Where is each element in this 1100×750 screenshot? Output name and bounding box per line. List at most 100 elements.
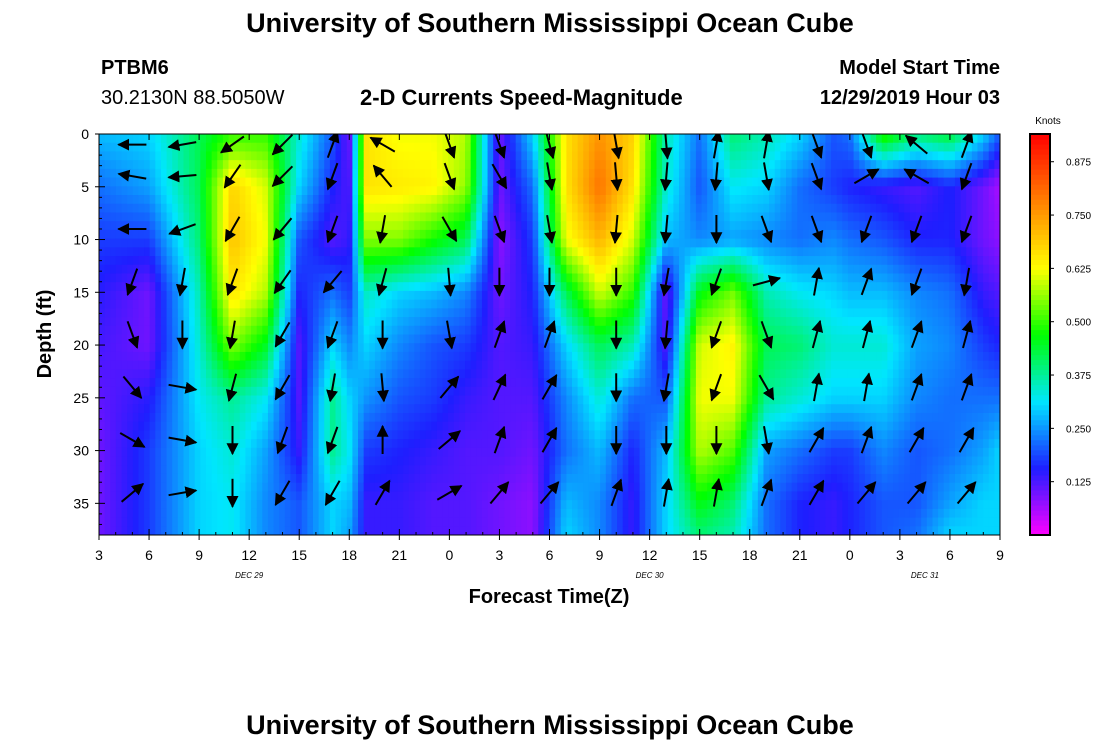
heatmap-cell [183,203,190,214]
heatmap-cell [149,212,156,222]
heatmap-cell [583,229,590,240]
heatmap-cell [588,256,596,266]
heatmap-cell [526,221,534,231]
heatmap-cell [403,256,410,266]
heatmap-cell [673,395,680,405]
heatmap-cell [200,195,207,205]
heatmap-cell [431,186,438,196]
heatmap-cell [403,299,410,309]
heatmap-cell [498,473,506,484]
heatmap-cell [172,465,179,475]
heatmap-cell [104,229,111,240]
heatmap-cell [566,334,573,344]
heatmap-cell [453,334,460,344]
heatmap-cell [155,221,162,231]
heatmap-cell [341,395,348,405]
heatmap-cell [200,465,207,475]
heatmap-cell [234,473,241,484]
heatmap-cell [532,151,539,161]
heatmap-cell [329,212,337,222]
heatmap-cell [346,508,354,519]
heatmap-cell [600,343,607,353]
heatmap-cell [296,195,303,205]
heatmap-cell [234,447,241,458]
heatmap-cell [532,264,539,275]
heatmap-cell [611,430,618,440]
heatmap-cell [414,421,421,431]
heatmap-cell [656,482,663,493]
heatmap-cell [645,186,652,196]
heatmap-cell [346,491,354,501]
heatmap-cell [177,360,185,370]
heatmap-cell [251,134,258,144]
heatmap-cell [99,482,106,493]
heatmap-cell [318,456,325,466]
heatmap-cell [279,517,286,527]
heatmap-cell [335,160,342,170]
heatmap-cell [572,160,579,170]
heatmap-cell [273,264,280,275]
heatmap-cell [284,290,292,301]
heatmap-cell [566,378,573,388]
heatmap-cell [684,526,691,535]
heatmap-cell [324,203,331,214]
heatmap-cell [403,238,410,248]
heatmap-cell [307,212,314,222]
heatmap-cell [149,351,156,362]
heatmap-cell [577,491,584,501]
heatmap-cell [566,177,573,187]
heatmap-cell [318,290,325,301]
heatmap-cell [391,308,399,318]
heatmap-cell [183,134,190,144]
heatmap-cell [701,282,708,292]
heatmap-cell [476,421,483,431]
heatmap-cell [335,465,342,475]
heatmap-cell [205,238,213,248]
heatmap-cell [414,134,421,144]
heatmap-cell [667,343,674,353]
heatmap-cell [166,247,173,257]
heatmap-cell [211,264,218,275]
heatmap-cell [110,421,117,431]
heatmap-cell [459,212,466,222]
heatmap-cell [121,517,128,527]
heatmap-cell [380,160,387,170]
heatmap-cell [600,299,607,309]
heatmap-cell [363,482,370,493]
heatmap-cell [487,343,494,353]
heatmap-cell [183,517,190,527]
heatmap-cell [498,517,506,527]
heatmap-cell [515,439,522,449]
heatmap-cell [369,473,376,484]
heatmap-cell [549,247,556,257]
heatmap-cell [267,160,275,170]
heatmap-cell [650,343,658,353]
heatmap-cell [526,308,534,318]
heatmap-cell [526,351,534,362]
heatmap-cell [358,343,365,353]
heatmap-cell [346,256,354,266]
heatmap-cell [194,526,201,535]
heatmap-cell [239,386,247,397]
heatmap-cell [549,334,556,344]
heatmap-cell [515,491,522,501]
heatmap-cell [577,203,584,214]
heatmap-cell [296,473,303,484]
heatmap-cell [639,351,646,362]
heatmap-cell [177,395,185,405]
heatmap-cell [290,500,297,510]
heatmap-cell [234,177,241,187]
heatmap-cell [656,378,663,388]
heatmap-cell [577,238,584,248]
heatmap-cell [650,456,658,466]
heatmap-cell [386,203,393,214]
heatmap-cell [515,308,522,318]
heatmap-cell [532,369,539,379]
heatmap-cell [408,508,415,519]
heatmap-cell [290,482,297,493]
heatmap-cell [639,491,646,501]
heatmap-cell [290,308,297,318]
heatmap-cell [453,317,460,327]
heatmap-cell [397,247,404,257]
heatmap-cell [684,142,691,153]
